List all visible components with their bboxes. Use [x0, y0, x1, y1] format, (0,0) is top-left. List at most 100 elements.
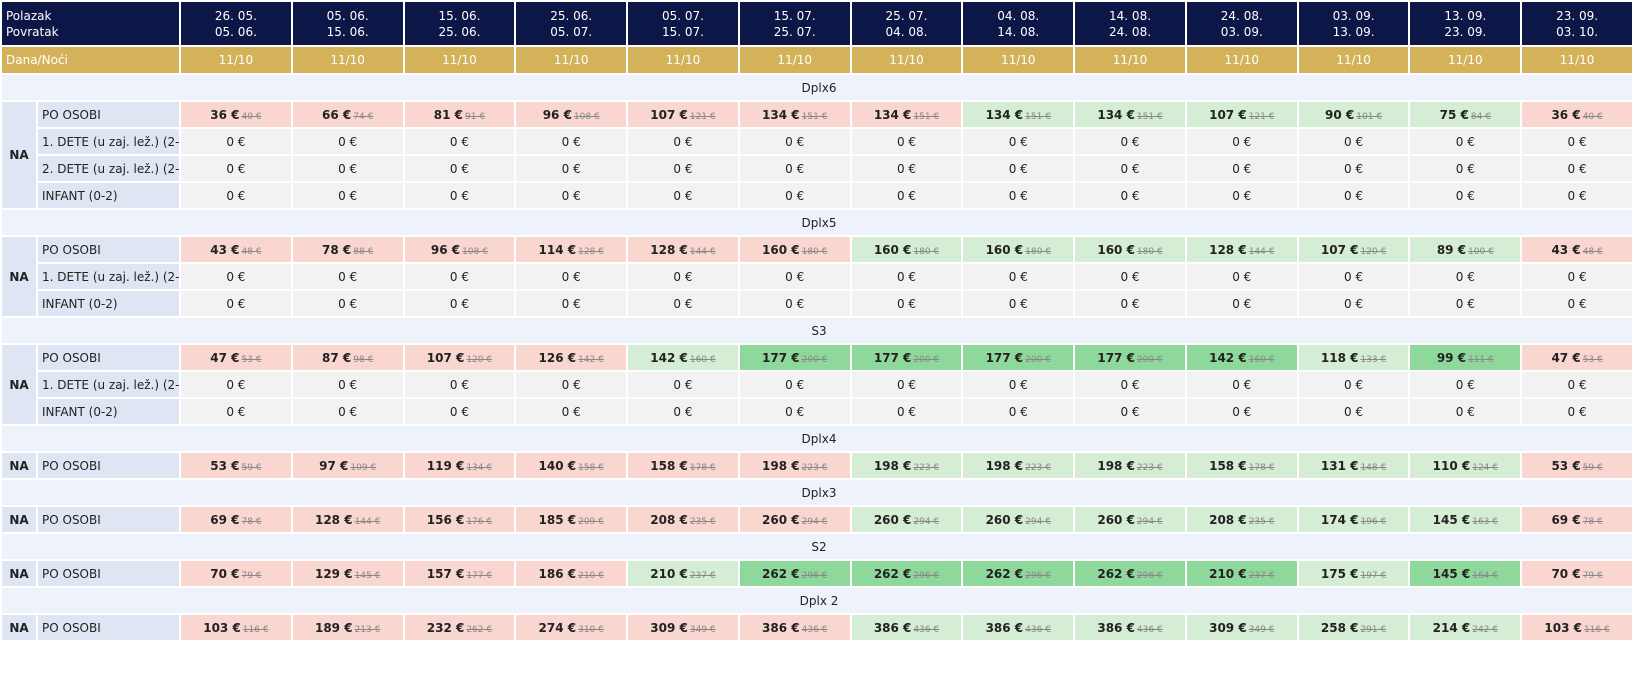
period-label-cell: Polazak Povratak	[2, 2, 180, 45]
old-price: 294 €	[801, 516, 828, 527]
price-cell: 103 €116 €	[1522, 615, 1632, 640]
price-cell: 0 €	[292, 399, 403, 424]
price-cell: 134 €151 €	[963, 102, 1074, 127]
price-cell: 186 €210 €	[516, 561, 627, 586]
price-cell: 309 €349 €	[628, 615, 738, 640]
nights-value: 11/10	[404, 47, 515, 73]
nights-label: Dana/Noći	[2, 47, 180, 73]
current-price: 386 €	[873, 620, 912, 635]
current-price: 0 €	[338, 161, 358, 176]
board-type-cell: NA	[2, 345, 36, 424]
current-price: 0 €	[1232, 161, 1252, 176]
price-cell: 126 €142 €	[516, 345, 627, 370]
price-cell: 81 €91 €	[404, 102, 515, 127]
current-price: 0 €	[1232, 269, 1252, 284]
price-cell: 0 €	[404, 129, 515, 154]
departure-date: 15. 07.	[773, 8, 816, 23]
current-price: 114 €	[538, 242, 577, 257]
nights-value: 11/10	[851, 47, 962, 73]
nights-value: 11/10	[739, 47, 850, 73]
price-cell: 0 €	[404, 291, 515, 316]
room-type-title: Dplx6	[2, 75, 1632, 100]
price-cell: 142 €160 €	[628, 345, 738, 370]
room-type-row: Dplx6	[2, 75, 1632, 100]
old-price: 178 €	[1248, 462, 1275, 473]
return-date: 23. 09.	[1444, 24, 1487, 39]
current-price: 0 €	[673, 296, 693, 311]
current-price: 0 €	[226, 296, 246, 311]
nights-value: 11/10	[292, 47, 403, 73]
current-price: 129 €	[314, 566, 353, 581]
price-cell: 107 €120 €	[404, 345, 515, 370]
current-price: 0 €	[561, 377, 581, 392]
old-price: 180 €	[801, 246, 828, 257]
price-cell: 114 €128 €	[516, 237, 627, 262]
old-price: 200 €	[1025, 354, 1051, 365]
price-cell: 0 €	[851, 183, 962, 208]
old-price: 120 €	[1360, 246, 1387, 257]
price-cell: 0 €	[628, 264, 738, 289]
room-type-row: Dplx 2	[2, 588, 1632, 613]
old-price: 109 €	[350, 462, 377, 473]
price-cell: 0 €	[739, 372, 850, 397]
price-cell: 0 €	[1410, 264, 1521, 289]
price-cell: 0 €	[1410, 291, 1521, 316]
price-cell: 0 €	[1410, 129, 1521, 154]
price-cell: 177 €200 €	[1075, 345, 1185, 370]
current-price: 0 €	[449, 377, 469, 392]
return-date: 15. 07.	[661, 24, 704, 39]
current-price: 0 €	[1455, 134, 1475, 149]
price-cell: 198 €223 €	[851, 453, 962, 478]
board-type-cell: NA	[2, 237, 36, 316]
current-price: 47 €	[210, 350, 240, 365]
price-cell: 0 €	[404, 156, 515, 181]
old-price: 108 €	[573, 111, 600, 122]
passenger-type-label: 1. DETE (u zaj. lež.) (2-4)	[38, 264, 180, 289]
price-cell: 0 €	[1522, 156, 1632, 181]
current-price: 0 €	[1232, 404, 1252, 419]
old-price: 180 €	[913, 246, 940, 257]
current-price: 90 €	[1325, 107, 1355, 122]
return-date: 04. 08.	[885, 24, 928, 39]
price-cell: 0 €	[292, 372, 403, 397]
price-cell: 0 €	[181, 399, 291, 424]
price-cell: 0 €	[739, 291, 850, 316]
price-cell: 0 €	[1186, 156, 1297, 181]
current-price: 0 €	[1120, 161, 1140, 176]
price-cell: 175 €197 €	[1298, 561, 1409, 586]
old-price: 180 €	[1136, 246, 1163, 257]
current-price: 0 €	[1120, 269, 1140, 284]
old-price: 151 €	[1136, 111, 1163, 122]
price-cell: 0 €	[516, 372, 627, 397]
current-price: 186 €	[538, 566, 577, 581]
room-type-title: S3	[2, 318, 1632, 343]
old-price: 160 €	[689, 354, 716, 365]
old-price: 349 €	[1248, 624, 1275, 635]
passenger-type-label: PO OSOBI	[38, 237, 180, 262]
current-price: 0 €	[449, 269, 469, 284]
price-cell: 0 €	[1186, 399, 1297, 424]
price-cell: 0 €	[181, 129, 291, 154]
current-price: 258 €	[1320, 620, 1359, 635]
current-price: 87 €	[322, 350, 352, 365]
price-cell: 0 €	[739, 156, 850, 181]
board-type-cell: NA	[2, 615, 36, 640]
current-price: 0 €	[673, 161, 693, 176]
price-cell: 0 €	[963, 291, 1074, 316]
old-price: 349 €	[689, 624, 716, 635]
current-price: 177 €	[985, 350, 1024, 365]
price-cell: 0 €	[963, 372, 1074, 397]
current-price: 260 €	[762, 512, 800, 527]
nights-value: 11/10	[1298, 47, 1409, 73]
old-price: 296 €	[801, 570, 828, 581]
price-cell: 140 €158 €	[516, 453, 627, 478]
current-price: 0 €	[338, 296, 358, 311]
passenger-type-label: PO OSOBI	[38, 615, 180, 640]
price-cell: 160 €180 €	[1075, 237, 1185, 262]
price-cell: 70 €79 €	[1522, 561, 1632, 586]
current-price: 70 €	[1551, 566, 1581, 581]
old-price: 291 €	[1360, 624, 1387, 635]
current-price: 0 €	[561, 188, 581, 203]
current-price: 0 €	[785, 269, 805, 284]
current-price: 0 €	[896, 161, 917, 176]
